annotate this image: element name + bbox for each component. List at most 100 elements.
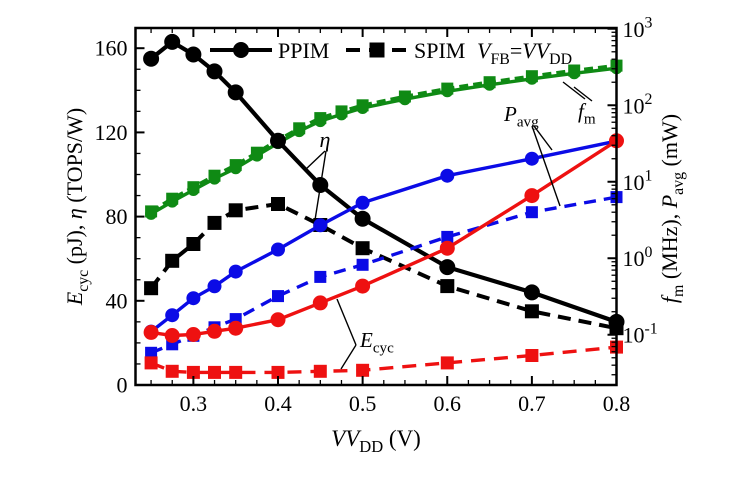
data-point [208, 365, 221, 379]
data-point [271, 365, 285, 379]
series-markers-ecyc-spim [144, 340, 623, 379]
x-tick-label: 0.5 [349, 391, 377, 416]
data-point [568, 64, 581, 77]
right-tick-label: 10-1 [623, 321, 658, 348]
annotation-pointer-line [304, 150, 326, 171]
data-point [227, 84, 244, 101]
x-tick-label: 0.3 [180, 391, 208, 416]
data-point [228, 203, 243, 218]
annotation-ecyc: Ecyc [336, 298, 394, 370]
series-eta-spim [144, 197, 624, 336]
annotation-pointer-line [340, 344, 357, 370]
left-tick-label: 40 [106, 288, 128, 313]
data-point [145, 346, 158, 359]
data-point [207, 279, 222, 294]
data-point [164, 33, 181, 50]
data-point [356, 363, 370, 377]
data-point [440, 279, 455, 294]
data-point [356, 99, 369, 112]
data-point [314, 270, 327, 283]
data-point [439, 259, 456, 276]
data-point [143, 324, 159, 340]
data-point [314, 112, 327, 125]
annotation-pointer-line [336, 298, 357, 346]
series-markers-pavg-ppim [144, 134, 624, 339]
annotation-pointer-line [531, 125, 561, 207]
data-point [483, 76, 496, 89]
x-tick-label: 0.7 [518, 391, 546, 416]
data-point [165, 364, 179, 378]
data-point [313, 364, 327, 378]
data-point [228, 320, 244, 336]
data-point [229, 159, 242, 172]
legend-marker-square [369, 42, 385, 58]
data-point [293, 122, 306, 135]
data-point [185, 327, 201, 342]
data-point [164, 328, 180, 343]
x-tick-label: 0.8 [603, 391, 631, 416]
data-point [271, 242, 285, 257]
right-tick-label: 103 [623, 15, 653, 42]
data-point [440, 356, 454, 370]
data-point [228, 264, 243, 279]
data-point [270, 132, 286, 149]
data-point [270, 312, 286, 328]
data-point [312, 295, 328, 311]
data-point [313, 218, 328, 233]
legend: PPIM SPIM VFB=VVDD [210, 38, 572, 68]
annotation-label-ecyc: Ecyc [359, 328, 394, 357]
plot-frame [134, 26, 618, 387]
series-markers-fm-spim [145, 59, 623, 218]
series-fm-spim [145, 59, 623, 218]
right-tick-label: 102 [623, 91, 653, 118]
series-markers-ecyc-ppim [143, 133, 624, 343]
left-tick-label: 80 [106, 204, 128, 229]
data-point [525, 349, 539, 362]
data-point [523, 284, 540, 301]
legend-label: PPIM [278, 38, 329, 63]
data-point [165, 253, 180, 268]
right-tick-label: 101 [623, 168, 653, 195]
data-point [354, 210, 371, 227]
data-point [525, 206, 538, 219]
data-point [356, 258, 369, 271]
series-pavg-ppim [144, 134, 624, 339]
left-axis-label: Ecyc (pJ), η (TOPS/W) [62, 108, 92, 307]
left-tick-label: 160 [95, 36, 128, 61]
annotation-eta: η [304, 127, 331, 221]
data-point [524, 151, 539, 166]
annotation-pavg: Pavg [503, 102, 561, 207]
data-point [144, 281, 159, 296]
data-point [186, 237, 201, 251]
data-point [250, 146, 263, 159]
data-point [207, 323, 222, 339]
data-point [186, 365, 200, 379]
x-tick-label: 0.4 [264, 391, 292, 416]
data-point [229, 365, 243, 379]
legend-label: SPIM [414, 38, 465, 63]
data-point [524, 188, 540, 204]
data-point [206, 63, 223, 80]
annotation-pointer-line [533, 125, 553, 151]
series-layer [143, 33, 625, 379]
series-markers-eta-spim [144, 197, 624, 336]
legend-condition: VFB=VVDD [477, 38, 572, 68]
series-line-fm-spim [150, 63, 617, 213]
data-point [439, 240, 455, 256]
legend-marker-circle [233, 42, 249, 58]
annotation-label-eta: η [320, 127, 331, 152]
data-point [143, 50, 160, 67]
data-point [441, 82, 454, 95]
right-axis-label: fm (MHz), Pavg (mW) [657, 114, 687, 303]
left-tick-label: 120 [95, 120, 128, 145]
data-point [207, 215, 222, 230]
legend-item-ppim: PPIM [210, 38, 329, 63]
data-point [335, 105, 348, 118]
data-point [441, 230, 454, 243]
data-point [208, 169, 221, 182]
axis-ticks [135, 27, 618, 386]
annotations: η Pavg fm Ecyc [304, 81, 596, 370]
data-point [272, 290, 284, 303]
